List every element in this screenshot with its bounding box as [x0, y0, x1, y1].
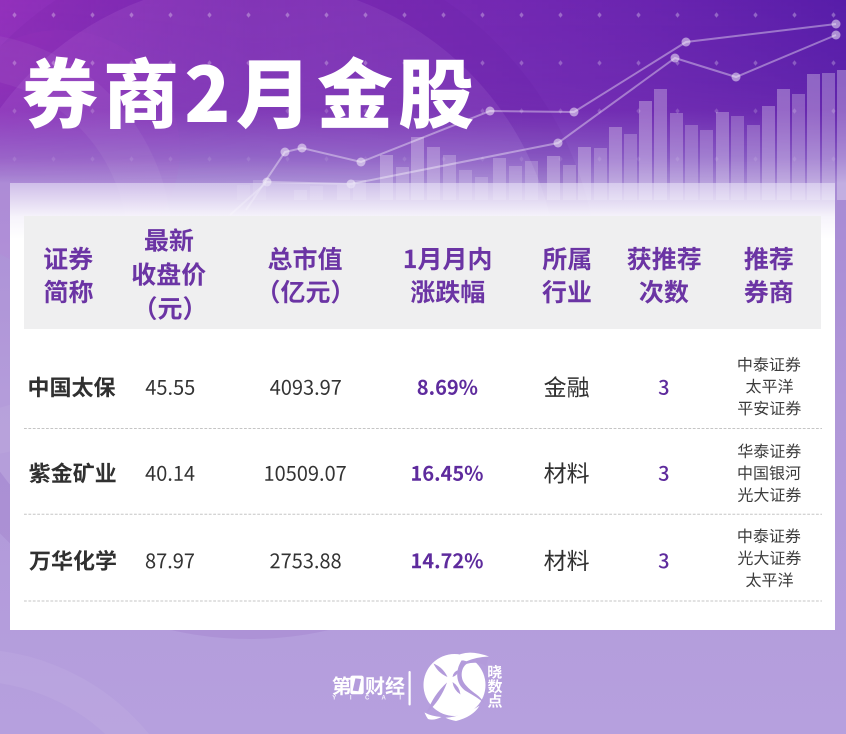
svg-text:I: I: [350, 696, 352, 702]
svg-text:A: A: [382, 696, 387, 702]
svg-text:Y: Y: [332, 696, 336, 702]
svg-text:I: I: [399, 696, 401, 702]
svg-text:C: C: [365, 696, 370, 702]
